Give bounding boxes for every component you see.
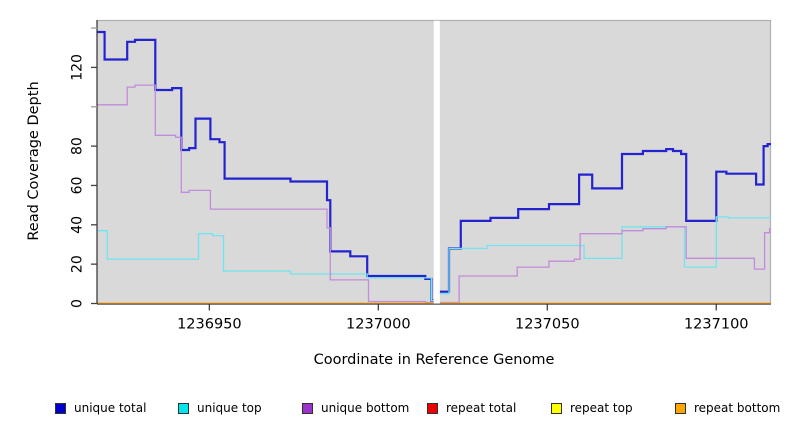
legend-label: unique total [74,401,147,415]
no-data-gap [433,20,440,306]
series-unique-bottom [97,84,434,304]
x-tick-label: 1237100 [684,317,749,333]
legend-swatch-icon [55,402,66,414]
legend-item-repeat-top: repeat top [551,399,633,417]
legend-swatch-icon [178,402,189,414]
legend-item-unique-bottom: unique bottom [302,399,409,417]
x-axis-title: Coordinate in Reference Genome [313,352,555,368]
legend: unique total unique top unique bottom repea… [0,399,792,421]
y-tick-label: 0 [70,299,86,308]
legend-swatch-icon [302,402,313,414]
legend-label: unique bottom [321,401,410,415]
legend-label: repeat top [570,401,633,415]
series-unique-total [97,30,434,302]
legend-swatch-icon [427,402,438,414]
y-tick-label: 20 [70,255,86,273]
series-unique-top [439,216,771,295]
legend-item-unique-total: unique total [55,399,146,417]
y-tick-label: 40 [70,216,86,234]
series-unique-bottom [439,226,771,304]
series-unique-total [439,143,771,293]
series-unique-top [97,230,434,302]
legend-label: repeat bottom [694,401,781,415]
legend-swatch-icon [551,402,562,414]
x-tick-label: 1237050 [515,317,580,333]
legend-label: repeat total [446,401,517,415]
x-tick-label: 1236950 [177,317,242,333]
legend-label: unique top [197,401,262,415]
y-tick-label: 120 [70,54,86,81]
y-tick-label: 80 [70,137,86,155]
legend-item-repeat-bottom: repeat bottom [675,399,780,417]
legend-swatch-icon [675,402,686,414]
panel-border [97,19,772,304]
y-axis-title: Read Coverage Depth [26,81,42,241]
x-tick-label: 1237000 [346,317,411,333]
legend-item-unique-top: unique top [178,399,262,417]
legend-item-repeat-total: repeat total [427,399,516,417]
y-tick-label: 60 [70,177,86,195]
